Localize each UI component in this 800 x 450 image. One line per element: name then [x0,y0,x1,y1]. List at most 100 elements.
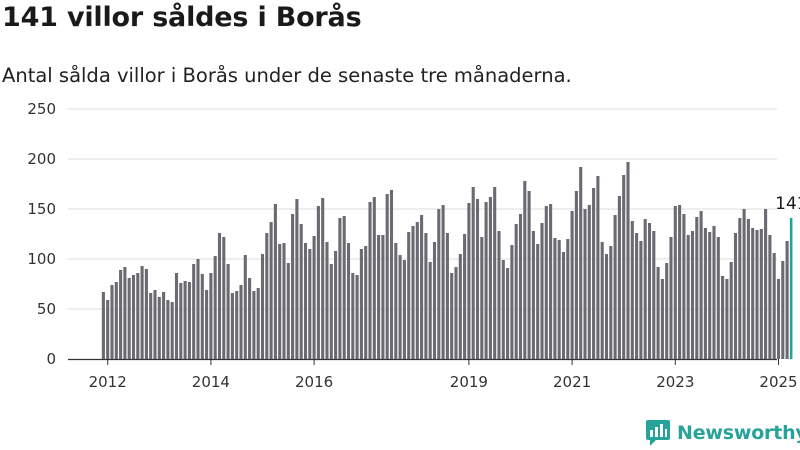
bar [291,214,295,359]
bar [213,256,217,359]
bar [394,243,398,359]
bar [432,242,437,359]
bar [540,223,544,359]
bar [764,209,768,359]
bar [531,231,535,359]
bar [742,209,746,359]
bar [514,224,518,359]
bar [411,226,415,359]
bar [437,209,441,359]
bar [617,196,621,359]
bar [217,233,222,359]
bar [652,231,656,359]
bar [355,275,359,359]
bar [398,255,402,359]
bar [604,254,609,359]
bar [592,188,596,359]
bar [523,181,527,359]
chart-subtitle: Antal sålda villor i Borås under de sena… [2,64,572,87]
bar [420,215,424,359]
bar [660,279,664,359]
y-tick-label: 50 [37,300,56,318]
bar [785,241,789,359]
bar [342,216,346,359]
bar [544,206,548,359]
bar [157,297,161,359]
chart-title: 141 villor såldes i Borås [2,2,362,33]
bar [273,204,277,359]
bar [153,290,157,359]
bar [561,252,566,359]
bar [768,235,772,359]
bar [587,205,591,359]
bar [639,241,643,359]
bar [123,267,127,359]
bar [703,228,707,359]
bar [269,222,273,359]
bar [359,249,363,359]
bar [282,243,286,359]
bar [553,238,557,359]
bar [303,243,308,359]
bar [536,244,540,359]
bar [574,191,578,359]
bar [230,293,234,359]
bar [626,162,630,359]
bar [364,246,368,359]
bar [243,255,247,359]
bar [351,273,355,359]
bar [647,223,652,359]
bar [316,206,320,359]
x-tick-label: 2014 [192,373,230,391]
bar [278,244,282,359]
bar [759,229,763,359]
bar [583,209,587,359]
bar [286,263,290,359]
newsworthy-logo: Newsworthy [645,419,800,447]
bar [260,254,265,359]
bar [678,205,682,359]
x-tick-label: 2019 [450,373,488,391]
bar [600,242,604,359]
bar [235,291,239,359]
x-tick-label: 2016 [295,373,333,391]
bar [256,288,260,359]
x-tick-label: 2025 [759,373,797,391]
bar [622,175,626,359]
bar [579,167,583,359]
bar [454,267,458,359]
bar [149,293,153,359]
bar [467,203,471,359]
bar [518,214,523,359]
bar [226,264,230,359]
y-tick-label: 150 [27,200,56,218]
bar [716,237,720,359]
bar [669,237,673,359]
bar [166,300,170,359]
bar [755,230,759,359]
bar [162,292,166,359]
y-tick-label: 0 [46,350,56,368]
bar [334,251,338,359]
bar [183,281,187,359]
bar [424,233,428,359]
bar [445,233,449,359]
bar [174,273,179,359]
bar [609,246,613,359]
bar [630,221,634,359]
bar [321,198,325,359]
y-tick-label: 250 [27,100,56,118]
bar [695,217,699,359]
bar [338,218,342,359]
bar [222,237,226,359]
bar [312,236,316,359]
bar [772,253,776,359]
bar [635,233,639,359]
bar [549,204,553,359]
bar [458,254,462,359]
bar [497,231,501,359]
bar [295,199,299,359]
bar [643,219,647,359]
bar [106,300,110,359]
